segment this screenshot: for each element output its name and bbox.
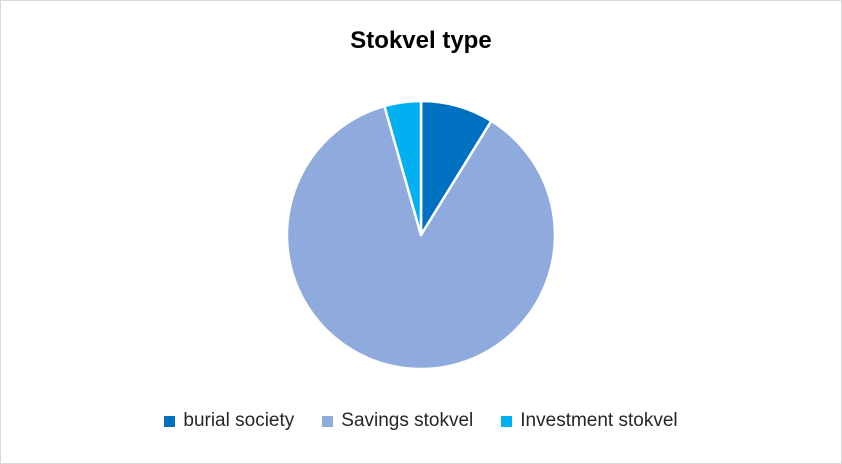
legend-swatch-investment-stokvel bbox=[501, 415, 513, 427]
pie-slices bbox=[285, 99, 557, 371]
legend-label-burial-society: burial society bbox=[183, 410, 295, 431]
legend-item-investment-stokvel: Investment stokvel bbox=[501, 410, 678, 432]
legend-label-investment-stokvel: Investment stokvel bbox=[520, 410, 678, 431]
legend: burial society Savings stokvel Investmen… bbox=[1, 410, 841, 432]
pie-slice-savings-stokvel bbox=[285, 104, 557, 371]
chart-title: Stokvel type bbox=[350, 27, 492, 54]
legend-label-savings-stokvel: Savings stokvel bbox=[341, 410, 474, 431]
pie-slice-investment-stokvel bbox=[383, 99, 423, 237]
legend-swatch-savings-stokvel bbox=[322, 415, 334, 427]
legend-swatch-burial-society bbox=[164, 415, 176, 427]
legend-item-savings-stokvel: Savings stokvel bbox=[322, 410, 473, 432]
legend-item-burial-society: burial society bbox=[164, 410, 294, 432]
